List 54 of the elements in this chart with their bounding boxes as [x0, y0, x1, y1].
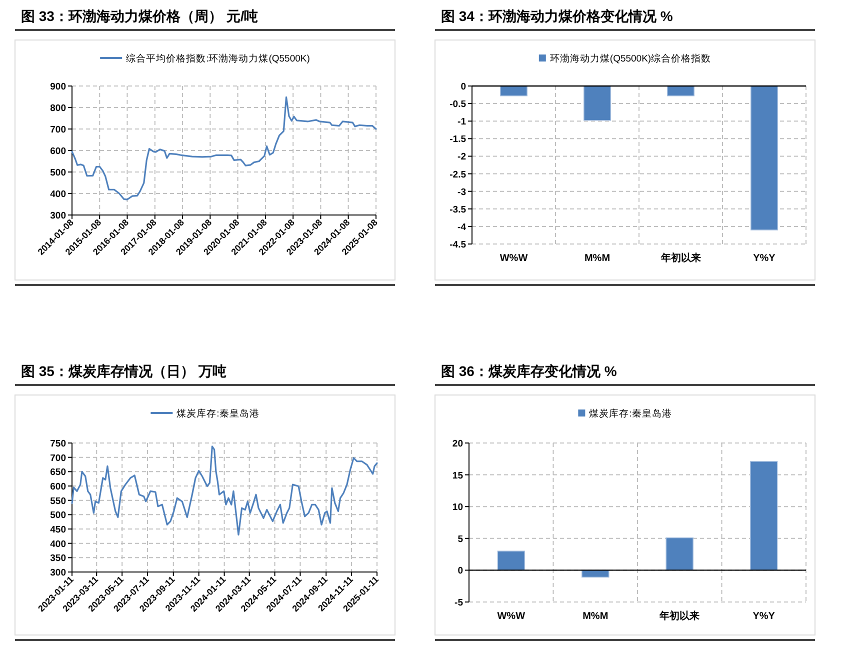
- chart-title: 图 33：环渤海动力煤价格（周） 元/吨: [21, 8, 258, 24]
- y-tick-label: 700: [50, 452, 66, 464]
- legend-label: 煤炭库存:秦皇岛港: [176, 408, 260, 420]
- x-tick-label: M%M: [582, 611, 608, 622]
- y-tick-label: -1: [458, 116, 467, 128]
- y-tick-label: 550: [50, 496, 66, 507]
- y-tick-label: 600: [50, 482, 66, 492]
- line-series: [71, 96, 377, 200]
- y-tick-label: 500: [50, 510, 66, 522]
- y-tick-label: 5: [458, 534, 464, 545]
- y-tick-label: 800: [50, 103, 66, 114]
- x-tick-label: Y%Y: [753, 253, 776, 264]
- y-tick-label: -3.5: [450, 204, 467, 216]
- y-tick-label: 450: [50, 524, 66, 536]
- x-tick-label: Y%Y: [752, 611, 776, 622]
- y-tick-label: 300: [50, 568, 66, 578]
- chart-title: 图 34：环渤海动力煤价格变化情况 %: [441, 8, 674, 24]
- y-tick-label: 500: [50, 168, 66, 178]
- y-tick-label: -3: [458, 186, 466, 198]
- bar: [666, 537, 694, 571]
- chart-title: 图 36：煤炭库存变化情况 %: [441, 363, 618, 379]
- y-tick-label: 650: [50, 467, 66, 478]
- y-tick-label: 900: [50, 82, 66, 92]
- y-tick-label: 700: [50, 124, 66, 136]
- y-tick-label: 0: [460, 82, 466, 92]
- x-tick-label: M%M: [584, 253, 610, 264]
- y-tick-label: 750: [50, 438, 66, 450]
- line-series: [71, 446, 378, 536]
- y-tick-label: 350: [50, 553, 66, 564]
- legend-label: 综合平均价格指数:环渤海动力煤(Q5500K): [126, 52, 310, 64]
- x-tick-label: 年初以来: [658, 610, 700, 622]
- y-tick-label: -2: [458, 152, 466, 163]
- legend-label: 煤炭库存:秦皇岛港: [589, 408, 672, 420]
- y-tick-label: 10: [452, 502, 463, 514]
- y-tick-label: -0.5: [450, 99, 467, 110]
- y-tick-label: -4: [458, 222, 467, 233]
- x-tick-label: W%W: [497, 611, 526, 622]
- bar: [750, 461, 778, 571]
- legend-label: 环渤海动力煤(Q5500K)综合价格指数: [550, 52, 712, 64]
- y-tick-label: -4.5: [450, 240, 467, 250]
- x-tick-label: W%W: [500, 253, 528, 264]
- x-tick-label: 年初以来: [660, 252, 701, 264]
- y-tick-label: -1.5: [450, 134, 467, 146]
- y-tick-label: 20: [452, 438, 463, 450]
- y-tick-label: 0: [458, 566, 463, 577]
- y-tick-label: 400: [50, 189, 66, 200]
- y-tick-label: 600: [50, 146, 66, 157]
- y-tick-label: 400: [50, 538, 66, 550]
- chart-title: 图 35：煤炭库存情况（日） 万吨: [21, 363, 226, 379]
- y-tick-label: -2.5: [450, 169, 467, 180]
- y-tick-label: 15: [452, 470, 464, 482]
- y-tick-label: 300: [50, 210, 66, 222]
- bar: [497, 550, 526, 571]
- y-tick-label: -5: [454, 598, 464, 608]
